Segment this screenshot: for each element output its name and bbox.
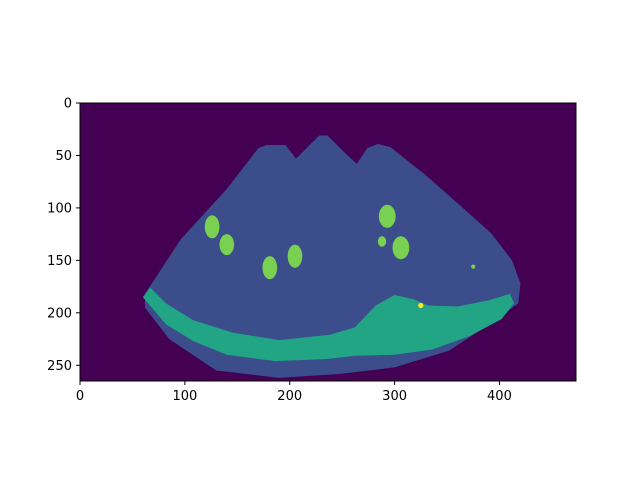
spot-1	[204, 215, 220, 239]
segmentation-regions	[142, 135, 521, 378]
spot-2	[219, 234, 235, 256]
x-tick-label: 400	[487, 389, 512, 404]
axes-frame	[79, 102, 577, 382]
axes: 0 100 200 300 400 0 50 100 150 200 250	[47, 97, 577, 404]
spot-3	[262, 256, 278, 280]
y-tick-label: 150	[47, 254, 72, 269]
x-tick-label: 0	[76, 389, 84, 404]
y-tick-label: 100	[47, 201, 72, 216]
spot-7	[377, 236, 387, 247]
y-tick-label: 0	[64, 97, 72, 112]
spot-6	[392, 236, 410, 260]
x-tick-label: 300	[382, 389, 407, 404]
spot-4	[287, 244, 303, 268]
y-tick-label: 250	[47, 359, 72, 374]
plot-area	[80, 103, 576, 381]
y-tick-label: 200	[47, 306, 72, 321]
y-tick-label: 50	[55, 149, 72, 164]
spot-9	[418, 302, 424, 309]
x-tick-label: 200	[277, 389, 302, 404]
x-tick-label: 100	[172, 389, 197, 404]
spot-8	[471, 264, 476, 269]
spot-5	[378, 204, 396, 228]
